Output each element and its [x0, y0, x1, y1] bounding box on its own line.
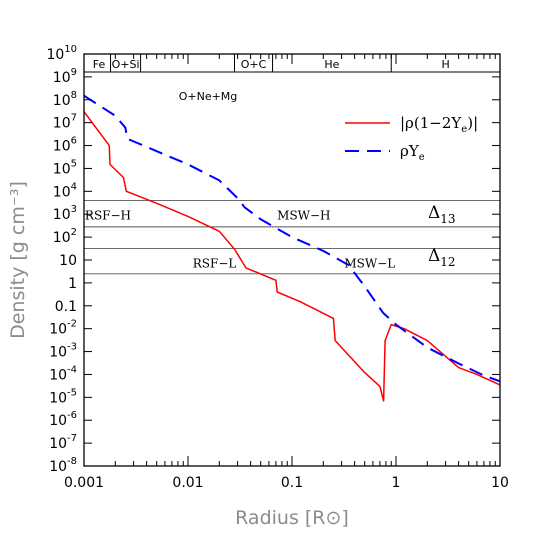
- y-tick-exponent: 7: [71, 113, 77, 124]
- y-tick-base: 10: [49, 367, 67, 383]
- series-line: [83, 94, 501, 383]
- region-sublabel: O+Ne+Mg: [179, 90, 238, 103]
- x-tick-label: 1: [392, 475, 401, 491]
- y-tick-base: 10: [46, 47, 64, 63]
- y-tick-base: 10: [53, 116, 71, 132]
- delta-subscript: 12: [440, 255, 455, 269]
- y-tick-label: 102: [53, 227, 77, 246]
- y-tick-label: 109: [53, 67, 77, 86]
- annotation-label: RSF−H: [85, 208, 131, 222]
- y-tick-exponent: -6: [67, 410, 77, 421]
- y-tick-exponent: -2: [67, 319, 77, 330]
- y-tick-base: 10: [49, 390, 67, 406]
- x-tick-labels: 0.001 0.01 0.1 1 10: [64, 475, 509, 491]
- y-tick-base: 10: [53, 230, 71, 246]
- y-tick-base: 10: [53, 161, 71, 177]
- axis-ticks: [83, 53, 501, 467]
- region-boundaries: [110, 54, 392, 72]
- y-tick-label: 10-5: [49, 387, 77, 406]
- y-tick-label: 1010: [46, 44, 77, 63]
- y-tick-label: 10: [59, 253, 77, 269]
- delta-label: Δ13: [428, 203, 456, 226]
- y-tick-base: 10: [59, 253, 77, 269]
- region-labels: Fe O+Si O+C He H O+Ne+Mg: [93, 58, 450, 103]
- x-tick-label: 0.001: [64, 475, 104, 491]
- y-tick-base: 10: [49, 413, 67, 429]
- region-label: H: [441, 58, 449, 71]
- threshold-lines: [84, 199, 500, 275]
- y-tick-label: 1: [68, 276, 77, 292]
- delta-symbol: Δ: [428, 246, 440, 266]
- legend-tail: )|: [467, 114, 478, 132]
- series-line: [83, 111, 501, 402]
- legend-label: |ρ(1−2Ye)|: [400, 114, 478, 135]
- legend-text: |ρ(1−2Y: [400, 114, 462, 132]
- y-tick-exponent: -8: [67, 456, 77, 467]
- y-tick-base: 10: [49, 345, 67, 361]
- y-tick-exponent: 8: [71, 90, 77, 101]
- x-tick-label: 0.01: [172, 475, 203, 491]
- y-tick-label: 10-8: [49, 456, 77, 475]
- y-tick-base: 10: [49, 436, 67, 452]
- y-tick-label: 10-6: [49, 410, 77, 429]
- y-tick-exponent: -7: [67, 433, 77, 444]
- legend: |ρ(1−2Ye)|ρYe: [345, 114, 478, 163]
- y-tick-base: 1: [68, 276, 77, 292]
- y-tick-exponent: 3: [71, 204, 77, 215]
- annotation-label: MSW−H: [277, 208, 330, 222]
- y-tick-exponent: -3: [67, 342, 77, 353]
- y-tick-label: 103: [53, 204, 77, 223]
- y-tick-base: 10: [49, 459, 67, 475]
- y-tick-label: 10-3: [49, 342, 77, 361]
- series-group: [83, 94, 501, 402]
- legend-subscript: e: [461, 124, 467, 135]
- x-tick-label: 10: [491, 475, 509, 491]
- y-tick-label: 105: [53, 158, 77, 177]
- y-tick-labels: 10101091081071061051041031021010.110-210…: [46, 44, 77, 475]
- y-tick-label: 10-4: [49, 364, 77, 383]
- y-tick-exponent: -5: [67, 387, 77, 398]
- y-tick-exponent: 6: [71, 136, 77, 147]
- y-tick-base: 10: [53, 70, 71, 86]
- annotation-label: MSW−L: [344, 257, 395, 271]
- region-label: Fe: [93, 58, 106, 71]
- y-tick-base: 10: [53, 207, 71, 223]
- y-tick-label: 10-7: [49, 433, 77, 452]
- x-tick-label: 0.1: [281, 475, 303, 491]
- legend-text: ρY: [400, 142, 420, 160]
- y-tick-exponent: 9: [71, 67, 77, 78]
- region-label: O+C: [241, 58, 267, 71]
- annotation-label: RSF−L: [193, 257, 237, 271]
- y-tick-base: 10: [53, 93, 71, 109]
- legend-subscript: e: [419, 152, 425, 163]
- x-axis-title: Radius [R⊙]: [235, 507, 349, 529]
- y-tick-label: 104: [53, 181, 77, 200]
- y-tick-label: 106: [53, 136, 77, 155]
- y-tick-label: 108: [53, 90, 77, 109]
- region-label: He: [324, 58, 339, 71]
- y-axis-title: Density [g cm⁻³]: [7, 181, 29, 339]
- y-tick-exponent: 4: [71, 181, 77, 192]
- y-tick-exponent: 2: [71, 227, 77, 238]
- y-tick-exponent: 10: [64, 44, 77, 55]
- y-tick-base: 10: [53, 184, 71, 200]
- region-label: O+Si: [112, 58, 140, 71]
- y-tick-label: 0.1: [55, 299, 77, 315]
- delta-label: Δ12: [428, 246, 456, 269]
- y-tick-base: 10: [53, 139, 71, 155]
- y-tick-base: 10: [49, 322, 67, 338]
- y-tick-label: 107: [53, 113, 77, 132]
- y-tick-base: 0.1: [55, 299, 77, 315]
- y-tick-exponent: -4: [67, 364, 77, 375]
- delta-symbol: Δ: [428, 203, 440, 223]
- legend-label: ρYe: [400, 142, 425, 163]
- y-tick-exponent: 5: [71, 158, 77, 169]
- delta-subscript: 13: [440, 212, 455, 226]
- y-tick-label: 10-2: [49, 319, 77, 338]
